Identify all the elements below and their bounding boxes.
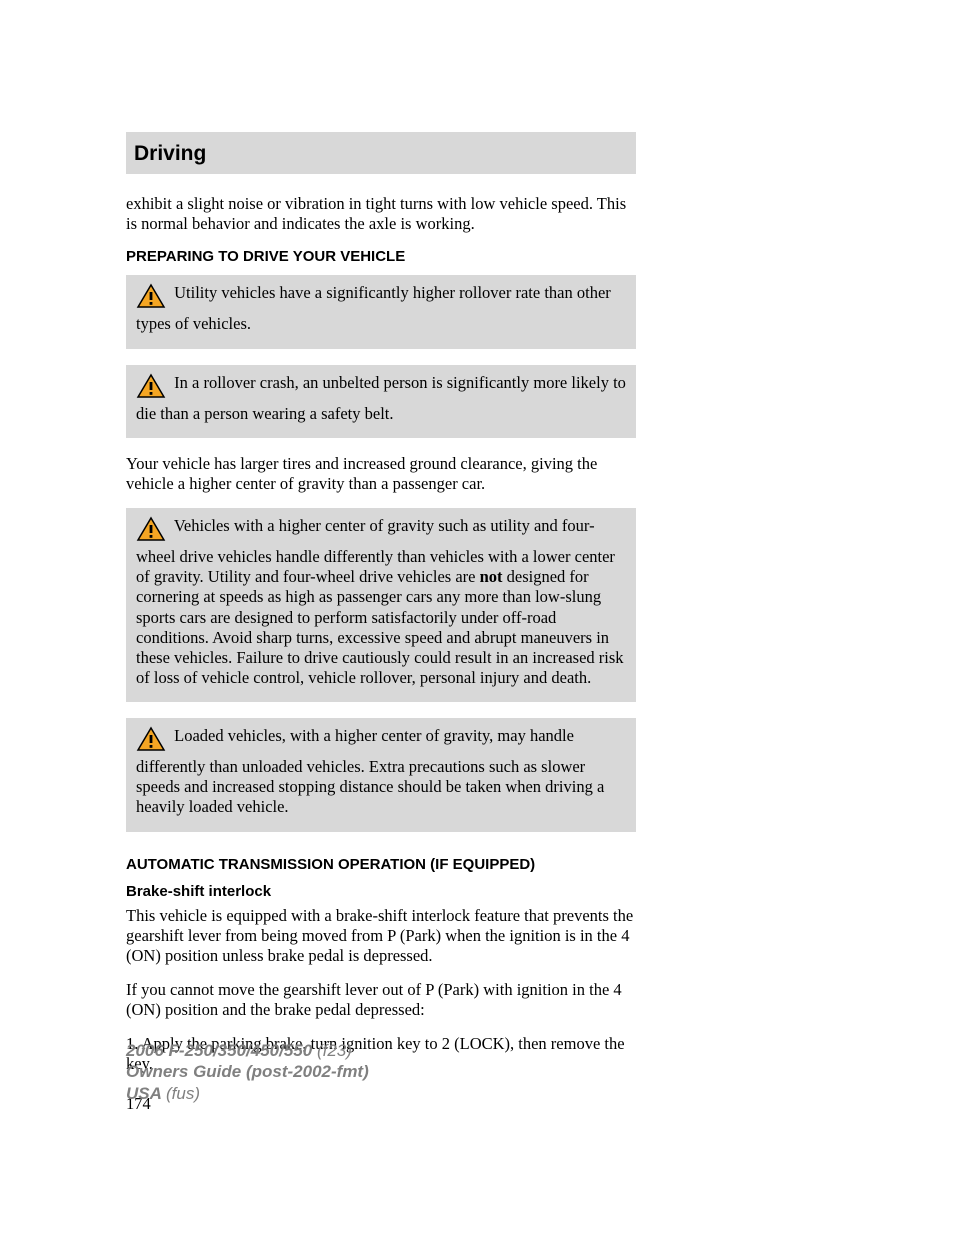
warning-3-text: Vehicles with a higher center of gravity… xyxy=(136,516,624,687)
body-3: If you cannot move the gearshift lever o… xyxy=(126,980,636,1020)
footer-code2: (fus) xyxy=(166,1084,200,1103)
warning-box-4: Loaded vehicles, with a higher center of… xyxy=(126,718,636,832)
warning-box-1: Utility vehicles have a significantly hi… xyxy=(126,275,636,348)
footer-code1: (f23) xyxy=(317,1041,352,1060)
body-2: This vehicle is equipped with a brake-sh… xyxy=(126,906,636,966)
heading-preparing: PREPARING TO DRIVE YOUR VEHICLE xyxy=(126,248,636,265)
footer-line-3: USA (fus) xyxy=(126,1083,369,1104)
footer-model: 2006 F-250/350/450/550 xyxy=(126,1041,317,1060)
footer-line-2: Owners Guide (post-2002-fmt) xyxy=(126,1061,369,1082)
subheading-brake-shift: Brake-shift interlock xyxy=(126,883,636,900)
body-1: Your vehicle has larger tires and increa… xyxy=(126,454,636,494)
intro-paragraph: exhibit a slight noise or vibration in t… xyxy=(126,194,636,234)
warning-box-3: Vehicles with a higher center of gravity… xyxy=(126,508,636,702)
heading-transmission: AUTOMATIC TRANSMISSION OPERATION (IF EQU… xyxy=(126,856,636,873)
warning-triangle-icon xyxy=(136,283,166,314)
page-content: Driving exhibit a slight noise or vibrat… xyxy=(126,132,636,1114)
warning-3-bold: not xyxy=(480,567,503,586)
warning-2-text: In a rollover crash, an unbelted person … xyxy=(136,373,626,423)
warning-triangle-icon xyxy=(136,373,166,404)
footer-region: USA xyxy=(126,1084,166,1103)
section-header-box: Driving xyxy=(126,132,636,174)
warning-1-text: Utility vehicles have a significantly hi… xyxy=(136,283,611,333)
footer-line-1: 2006 F-250/350/450/550 (f23) xyxy=(126,1040,369,1061)
warning-triangle-icon xyxy=(136,516,166,547)
footer-block: 2006 F-250/350/450/550 (f23) Owners Guid… xyxy=(126,1040,369,1104)
warning-4-text: Loaded vehicles, with a higher center of… xyxy=(136,726,604,816)
warning-triangle-icon xyxy=(136,726,166,757)
warning-box-2: In a rollover crash, an unbelted person … xyxy=(126,365,636,438)
section-title: Driving xyxy=(134,142,636,166)
